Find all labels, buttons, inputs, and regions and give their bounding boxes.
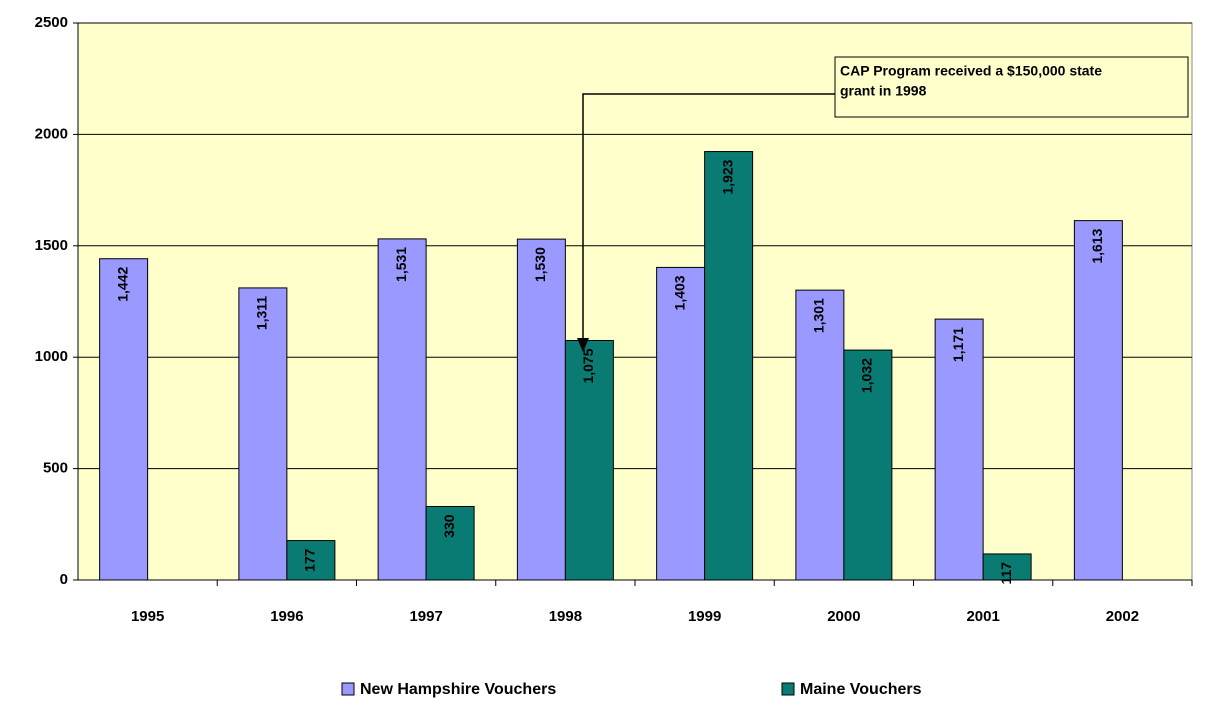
annotation-text: CAP Program received a $150,000 state	[840, 63, 1102, 79]
x-tick-label: 2001	[966, 608, 999, 625]
data-label: 330	[441, 514, 457, 538]
legend-label: New Hampshire Vouchers	[360, 681, 556, 698]
data-label: 1,311	[254, 296, 270, 330]
data-label: 1,171	[950, 327, 966, 362]
data-label: 1,442	[114, 267, 130, 302]
bar	[843, 349, 893, 581]
x-tick-label: 1998	[549, 608, 582, 625]
y-tick-label: 2500	[35, 14, 68, 31]
data-label: 117	[998, 562, 1014, 585]
x-tick-label: 1999	[688, 608, 721, 625]
data-label: 1,923	[719, 159, 735, 194]
bar	[425, 505, 475, 581]
data-label: 1,403	[671, 275, 687, 310]
y-tick-label: 1000	[35, 348, 68, 365]
y-tick-label: 1500	[35, 237, 68, 254]
x-tick-label: 1995	[131, 608, 164, 625]
bar	[238, 287, 288, 581]
bar	[1073, 220, 1123, 581]
data-label: 1,613	[1089, 228, 1105, 263]
x-tick-label: 2002	[1106, 608, 1139, 625]
bar	[795, 289, 845, 581]
y-tick-label: 500	[43, 460, 68, 477]
bar	[704, 151, 754, 581]
data-label: 1,531	[393, 247, 409, 282]
legend-swatch	[781, 682, 795, 696]
y-tick-label: 0	[60, 571, 68, 588]
data-label: 1,301	[811, 298, 827, 333]
data-label: 177	[302, 548, 318, 572]
legend-label: Maine Vouchers	[800, 681, 922, 698]
annotation-box	[834, 56, 1189, 118]
arrow-head	[577, 338, 589, 352]
bar	[377, 238, 427, 581]
bar	[982, 553, 1032, 581]
x-tick-label: 2000	[827, 608, 860, 625]
data-label: 1,075	[580, 348, 596, 383]
bar	[516, 238, 566, 581]
bar	[99, 258, 149, 581]
x-tick-label: 1996	[270, 608, 303, 625]
data-label: 1,530	[532, 247, 548, 282]
y-tick-label: 2000	[35, 125, 68, 142]
annotation-arrow	[582, 93, 835, 340]
bar	[934, 318, 984, 581]
data-label: 1,032	[859, 358, 875, 393]
bar	[656, 266, 706, 581]
legend-swatch	[341, 682, 355, 696]
x-tick-label: 1997	[409, 608, 442, 625]
annotation-text: grant in 1998	[840, 83, 927, 99]
